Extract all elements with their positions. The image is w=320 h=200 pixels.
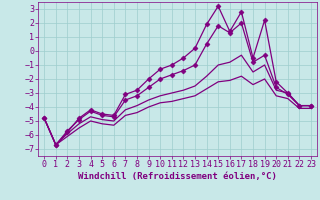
X-axis label: Windchill (Refroidissement éolien,°C): Windchill (Refroidissement éolien,°C) (78, 172, 277, 181)
